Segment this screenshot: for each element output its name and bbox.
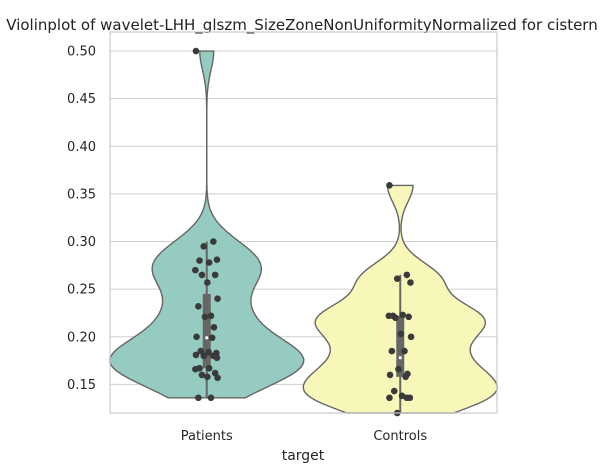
data-point [213,354,221,362]
data-point [385,312,393,320]
median-marker [398,356,402,360]
data-point [207,394,215,402]
plot-frame [109,31,498,414]
violins [109,47,499,417]
data-point [392,314,399,322]
data-point [196,257,203,264]
x-axis-label: target [282,448,325,464]
data-point [205,348,212,356]
data-point [192,266,199,274]
data-point [402,373,409,381]
data-point [204,279,211,286]
violin-body [109,50,305,399]
data-point [403,271,411,279]
data-point [210,323,218,331]
data-point [211,271,219,279]
data-point [198,271,206,279]
y-tick-label: 0.35 [67,187,96,202]
data-point [192,351,200,359]
y-tick-label: 0.15 [67,378,96,393]
data-point [204,373,211,381]
data-point [205,364,213,372]
data-point [201,313,209,321]
tick-labels: 0.15 0.20 0.25 0.30 0.35 0.40 0.45 0.50 Patients… [67,45,427,444]
y-tick-label: 0.30 [67,235,96,250]
data-point [393,275,401,282]
median-marker [205,336,209,340]
data-point [407,333,415,341]
x-tick-label: Patients [181,429,233,444]
y-tick-label: 0.40 [67,140,96,155]
iqr-box [396,315,405,377]
y-tick-label: 0.45 [67,92,96,107]
data-point [388,347,396,355]
chart-title: Violinplot of wavelet-LHH_glszm_SizeZone… [6,16,597,35]
y-tick-label: 0.25 [67,283,96,298]
x-tick-label: Controls [373,429,427,444]
data-point [195,303,202,310]
data-point [401,347,408,355]
data-point [192,365,199,373]
data-point [208,334,216,342]
data-point [386,394,393,402]
data-point [390,387,398,395]
data-point [200,352,208,360]
data-point [213,256,221,263]
data-point [193,333,200,341]
data-point [386,371,394,379]
data-point [386,182,393,189]
data-point [197,347,205,355]
data-point [399,311,406,319]
data-point [214,374,221,382]
data-point [403,394,411,402]
data-point [205,259,213,266]
data-point [397,330,405,338]
data-point [198,371,206,379]
data-point [405,313,412,321]
data-point [195,394,202,402]
data-point [200,243,208,250]
data-point [210,238,217,245]
data-point [207,312,215,320]
data-point [214,295,221,303]
data-point [407,279,414,286]
data-point [395,365,402,373]
y-tick-label: 0.20 [67,330,96,345]
iqr-box [202,293,211,369]
y-tick-label: 0.50 [67,45,96,60]
data-point [192,47,200,55]
